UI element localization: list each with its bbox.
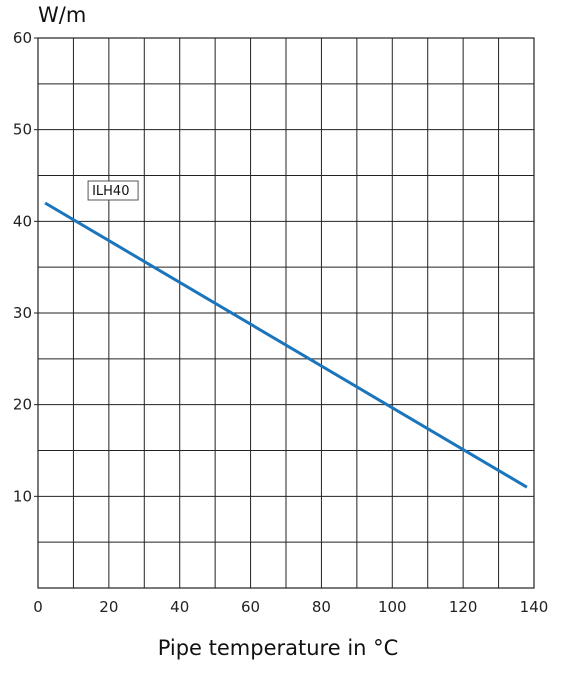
series-line <box>44 201 528 489</box>
chart-series: ILH40 <box>44 180 528 489</box>
y-axis-label: W/m <box>38 3 86 27</box>
x-tick-label: 100 <box>378 598 407 616</box>
chart-ticks: 10 20 30 40 50 60 0 20 40 60 80 100 120 140 <box>13 29 548 616</box>
y-tick-label: 10 <box>13 487 32 505</box>
y-tick-label: 50 <box>13 121 32 139</box>
x-axis-label: Pipe temperature in °C <box>158 636 399 660</box>
chart-grid <box>38 38 534 588</box>
series-label-group: ILH40 <box>87 180 139 201</box>
x-tick-label: 80 <box>312 598 331 616</box>
series-label-box <box>87 180 139 201</box>
x-tick-label: 120 <box>449 598 478 616</box>
y-tick-label: 60 <box>13 29 32 47</box>
y-tick-label: 20 <box>13 396 32 414</box>
x-tick-label: 40 <box>170 598 189 616</box>
y-tick-label: 30 <box>13 304 32 322</box>
series-label: ILH40 <box>92 184 129 199</box>
y-tick-label: 40 <box>13 212 32 230</box>
x-tick-label: 60 <box>241 598 260 616</box>
x-tick-label: 20 <box>99 598 118 616</box>
x-tick-label: 140 <box>520 598 549 616</box>
x-tick-label: 0 <box>33 598 43 616</box>
